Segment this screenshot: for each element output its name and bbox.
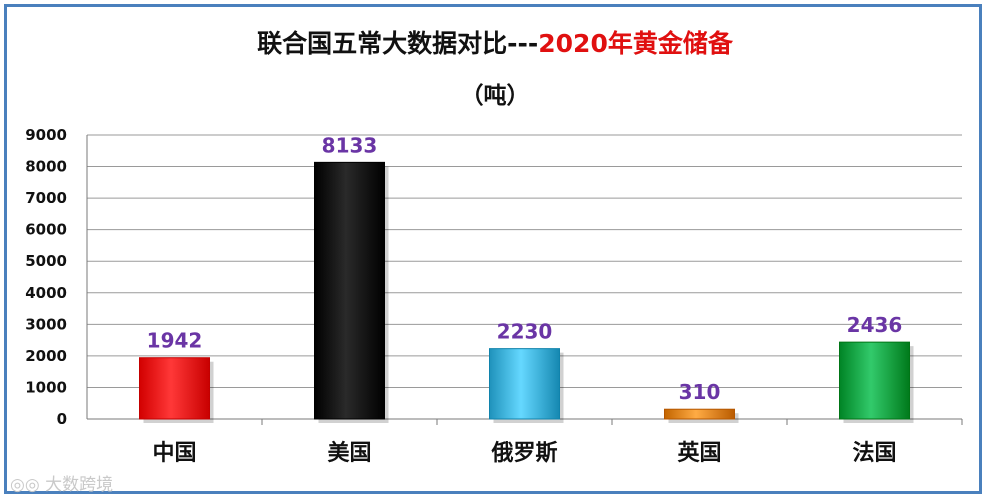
y-tick-label: 0 [57, 410, 67, 428]
bar-2 [314, 161, 385, 420]
chart-unit-label: （吨） [460, 83, 530, 109]
x-tick-label: 中国 [152, 441, 196, 466]
y-tick-label: 4000 [25, 284, 67, 302]
y-tick-label: 9000 [25, 126, 67, 144]
x-tick-label: 法国 [852, 441, 896, 466]
watermark-text: 大数跨境 [45, 475, 114, 495]
data-label: 2436 [847, 313, 903, 337]
data-label: 1942 [147, 329, 203, 353]
y-tick-label: 5000 [25, 252, 67, 270]
bar-5 [839, 341, 910, 420]
chart-title-highlight: 2020年黄金储备 [538, 29, 733, 58]
chart-title-main: 联合国五常大数据对比--- [257, 29, 539, 58]
y-tick-label: 2000 [25, 347, 67, 365]
x-tick-label: 英国 [677, 441, 721, 466]
bar-3 [489, 348, 560, 420]
y-tick-label: 6000 [25, 221, 67, 239]
data-label: 8133 [322, 133, 378, 157]
y-tick-label: 8000 [25, 158, 67, 176]
y-tick-label: 3000 [25, 315, 67, 333]
watermark: ◎◎ 大数跨境 [10, 475, 114, 495]
x-tick-label: 俄罗斯 [490, 440, 557, 466]
bar-4 [664, 408, 735, 420]
bar-1 [139, 357, 210, 420]
data-label: 2230 [497, 320, 553, 344]
y-tick-label: 1000 [25, 378, 67, 396]
x-tick-label: 美国 [327, 440, 371, 466]
y-tick-label: 7000 [25, 189, 67, 207]
data-label: 310 [679, 380, 721, 404]
chart-title: 联合国五常大数据对比---2020年黄金储备 [0, 24, 990, 60]
